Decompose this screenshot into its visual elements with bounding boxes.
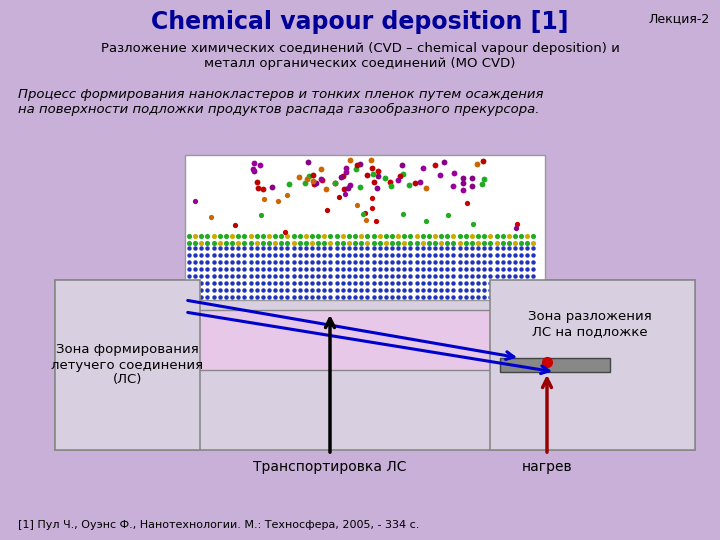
Text: нагрев: нагрев [522, 460, 572, 474]
Bar [55, 280, 695, 450]
Bar [55, 280, 200, 450]
Text: Процесс формирования нанокластеров и тонких пленок путем осаждения
на поверхност: Процесс формирования нанокластеров и тон… [18, 88, 544, 116]
Bar [490, 280, 695, 450]
Text: [1] Пул Ч., Оуэнс Ф., Нанотехнологии. М.: Техносфера, 2005, - 334 с.: [1] Пул Ч., Оуэнс Ф., Нанотехнологии. М.… [18, 520, 419, 530]
Text: Лекция-2: Лекция-2 [649, 12, 710, 25]
Text: Зона разложения
ЛС на подложке: Зона разложения ЛС на подложке [528, 310, 652, 338]
Text: Зона формирования
летучего соединения
(ЛС): Зона формирования летучего соединения (Л… [51, 343, 204, 387]
Text: Транспортировка ЛС: Транспортировка ЛС [253, 460, 407, 474]
Bar [185, 155, 545, 300]
Bar [190, 310, 490, 370]
Bar [500, 358, 610, 372]
Text: Разложение химических соединений (CVD – chemical vapour deposition) и
металл орг: Разложение химических соединений (CVD – … [101, 42, 619, 70]
Text: Chemical vapour deposition [1]: Chemical vapour deposition [1] [151, 10, 569, 34]
